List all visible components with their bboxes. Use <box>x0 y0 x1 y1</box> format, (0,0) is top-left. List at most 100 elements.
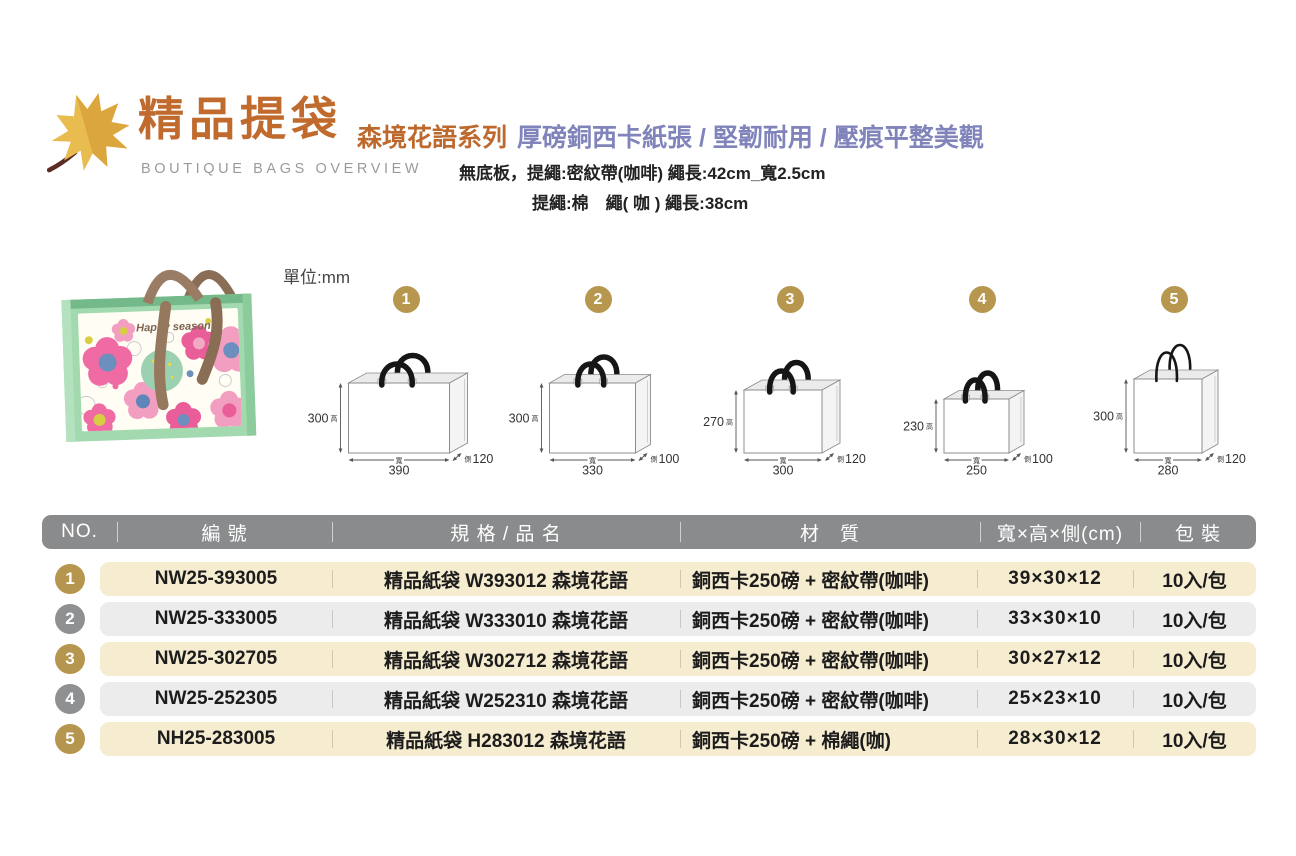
column-header-pack: 包 裝 <box>1140 515 1256 549</box>
svg-text:寬: 寬 <box>589 456 596 465</box>
cell-material: 銅西卡250磅 + 密紋帶(咖啡) <box>680 682 977 716</box>
diagram-number-badge: 3 <box>776 286 804 313</box>
svg-text:250: 250 <box>966 464 987 478</box>
svg-text:高: 高 <box>331 414 338 423</box>
cell-code: NH25-283005 <box>156 728 276 749</box>
cell-code: NW25-393005 <box>154 568 278 589</box>
svg-text:100: 100 <box>1032 452 1053 466</box>
bag-diagram-5: 5 高 300 寬 280 側 120 <box>1078 280 1270 489</box>
svg-text:280: 280 <box>1158 464 1179 478</box>
svg-text:側: 側 <box>465 455 472 464</box>
spec-note-line-1: 無底板，提繩:密紋帶(咖啡) 繩長:42cm_寬2.5cm <box>459 164 826 183</box>
cell-pack: 10入/包 <box>1133 682 1256 716</box>
svg-text:390: 390 <box>389 464 410 478</box>
table-row: 3 NW25-302705 精品紙袋 W302712 森境花語 銅西卡250磅 … <box>42 642 1256 676</box>
series-line: 森境花語系列 厚磅銅西卡紙張 / 堅韌耐用 / 壓痕平整美觀 <box>357 118 984 154</box>
svg-text:寬: 寬 <box>396 456 403 465</box>
spec-note-line-2: 提繩:棉 繩( 咖 ) 繩長:38cm <box>532 194 749 213</box>
svg-text:120: 120 <box>1225 452 1246 466</box>
cell-code: NW25-252305 <box>154 688 278 709</box>
cell-dims: 39×30×12 <box>977 562 1133 596</box>
svg-text:高: 高 <box>1116 412 1123 421</box>
cell-dims: 33×30×10 <box>977 602 1133 636</box>
cell-material: 銅西卡250磅 + 密紋帶(咖啡) <box>680 602 977 636</box>
diagram-number-badge: 4 <box>968 286 996 313</box>
series-label: 森境花語系列 <box>357 124 508 152</box>
column-header-material: 材 質 <box>680 515 980 549</box>
cell-pack: 10入/包 <box>1133 722 1256 756</box>
svg-text:寬: 寬 <box>973 456 980 465</box>
page-subtitle: BOUTIQUE BAGS OVERVIEW <box>141 161 423 177</box>
svg-text:側: 側 <box>651 455 658 464</box>
unit-label: 單位:mm <box>283 268 351 287</box>
cell-name: 精品紙袋 W252310 森境花語 <box>332 682 680 716</box>
cell-material: 銅西卡250磅 + 密紋帶(咖啡) <box>680 562 977 596</box>
row-number-badge: 3 <box>55 644 85 674</box>
svg-text:高: 高 <box>532 414 539 423</box>
page-title: 精品提袋 <box>138 93 342 145</box>
column-header-name: 規 格 / 品 名 <box>332 515 680 549</box>
row-number-badge: 1 <box>55 564 85 594</box>
svg-text:300: 300 <box>509 412 530 426</box>
svg-text:120: 120 <box>845 452 866 466</box>
svg-text:230: 230 <box>903 420 924 434</box>
svg-text:側: 側 <box>1024 455 1031 464</box>
cell-code: NW25-333005 <box>154 608 278 629</box>
svg-text:100: 100 <box>659 452 680 466</box>
table-row: 2 NW25-333005 精品紙袋 W333010 森境花語 銅西卡250磅 … <box>42 602 1256 636</box>
maple-leaf-icon <box>46 93 130 173</box>
table-header-row: NO. 編 號 規 格 / 品 名 材 質 寬×高×側(cm) 包 裝 <box>42 515 1256 549</box>
svg-text:120: 120 <box>473 452 494 466</box>
svg-text:寬: 寬 <box>1165 456 1172 465</box>
column-header-dims: 寬×高×側(cm) <box>980 515 1140 549</box>
bag-diagram-3: 3 高 270 寬 300 側 120 <box>694 280 886 489</box>
column-header-no: NO. <box>61 521 98 542</box>
bag-diagram-4: 4 高 230 寬 250 側 100 <box>886 280 1078 489</box>
cell-material: 銅西卡250磅 + 密紋帶(咖啡) <box>680 642 977 676</box>
cell-material: 銅西卡250磅 + 棉繩(咖) <box>680 722 977 756</box>
cell-name: 精品紙袋 W333010 森境花語 <box>332 602 680 636</box>
svg-text:側: 側 <box>1217 455 1224 464</box>
bag-diagram-1: 1 高 300 寬 390 側 120 <box>308 280 502 489</box>
cell-pack: 10入/包 <box>1133 642 1256 676</box>
row-number-badge: 2 <box>55 604 85 634</box>
column-header-code: 編 號 <box>117 515 332 549</box>
svg-text:330: 330 <box>582 464 603 478</box>
cell-dims: 25×23×10 <box>977 682 1133 716</box>
svg-text:270: 270 <box>703 415 724 429</box>
tagline: 厚磅銅西卡紙張 / 堅韌耐用 / 壓痕平整美觀 <box>517 124 984 152</box>
svg-text:寬: 寬 <box>780 456 787 465</box>
cell-name: 精品紙袋 W393012 森境花語 <box>332 562 680 596</box>
table-row: 4 NW25-252305 精品紙袋 W252310 森境花語 銅西卡250磅 … <box>42 682 1256 716</box>
table-row: 5 NH25-283005 精品紙袋 H283012 森境花語 銅西卡250磅 … <box>42 722 1256 756</box>
svg-text:300: 300 <box>308 412 329 426</box>
product-photo: Happy season <box>61 269 257 443</box>
cell-code: NW25-302705 <box>154 648 278 669</box>
cell-dims: 28×30×12 <box>977 722 1133 756</box>
cell-dims: 30×27×12 <box>977 642 1133 676</box>
cell-name: 精品紙袋 H283012 森境花語 <box>332 722 680 756</box>
cell-pack: 10入/包 <box>1133 602 1256 636</box>
svg-text:300: 300 <box>1093 410 1114 424</box>
diagram-number-badge: 2 <box>584 286 612 313</box>
row-number-badge: 4 <box>55 684 85 714</box>
row-number-badge: 5 <box>55 724 85 754</box>
bag-diagrams: 1 高 300 寬 390 側 120 2 高 300 寬 330 側 100 3 高 270 寬 300… <box>308 280 1270 489</box>
cell-pack: 10入/包 <box>1133 562 1256 596</box>
svg-text:高: 高 <box>926 422 933 431</box>
bag-diagram-2: 2 高 300 寬 330 側 100 <box>502 280 694 489</box>
spec-table: NO. 編 號 規 格 / 品 名 材 質 寬×高×側(cm) 包 裝 1 NW… <box>42 515 1256 756</box>
diagram-number-badge: 5 <box>1160 286 1188 313</box>
photo-brand-text: Happy season <box>136 320 211 335</box>
cell-name: 精品紙袋 W302712 森境花語 <box>332 642 680 676</box>
svg-text:側: 側 <box>837 455 844 464</box>
svg-text:高: 高 <box>726 418 733 427</box>
diagram-number-badge: 1 <box>392 286 420 313</box>
svg-text:300: 300 <box>773 464 794 478</box>
